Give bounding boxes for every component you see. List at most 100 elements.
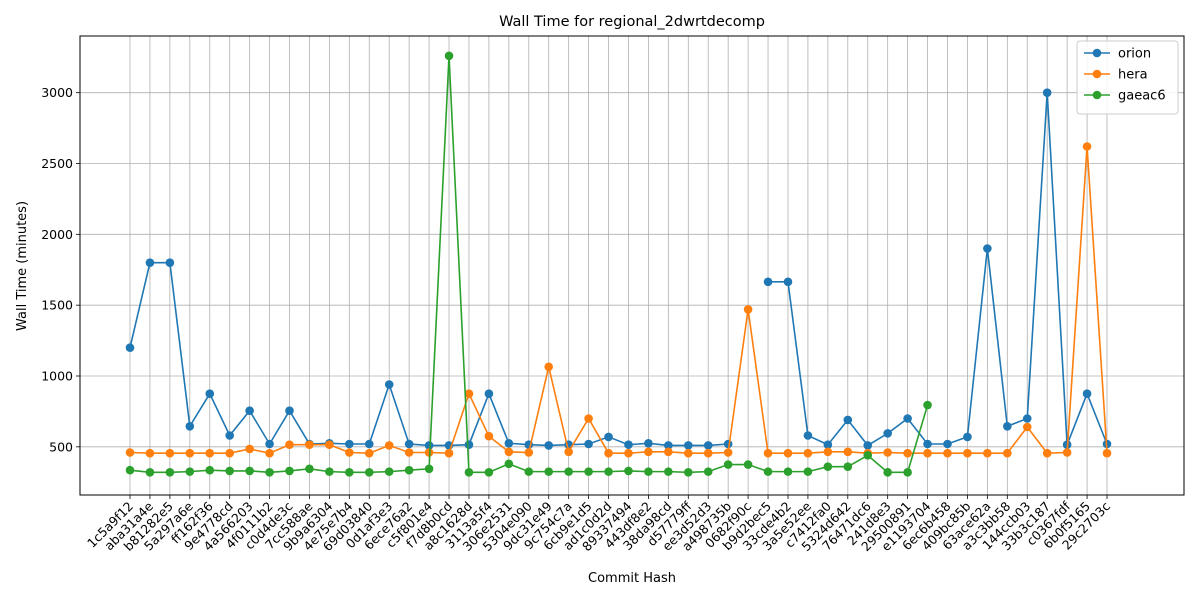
- data-point-hera: [783, 448, 793, 458]
- grid-lines: [80, 36, 1184, 495]
- series-gaeac6: [125, 51, 932, 477]
- data-point-hera: [404, 448, 414, 457]
- data-point-gaeac6: [305, 464, 314, 474]
- data-point-gaeac6: [145, 468, 155, 477]
- data-point-hera: [225, 448, 234, 458]
- data-point-hera: [285, 440, 294, 450]
- data-point-hera: [943, 448, 952, 458]
- data-point-gaeac6: [584, 467, 593, 476]
- data-point-gaeac6: [823, 462, 833, 471]
- data-point-orion: [584, 439, 593, 449]
- data-point-hera: [723, 448, 733, 457]
- data-point-orion: [504, 438, 514, 448]
- data-point-orion: [165, 258, 175, 267]
- data-point-hera: [683, 448, 693, 458]
- legend-label: hera: [1118, 68, 1148, 83]
- data-point-hera: [364, 448, 374, 458]
- legend: orion hera gaeac6: [1076, 40, 1179, 115]
- data-point-hera: [1062, 448, 1072, 457]
- data-point-hera: [205, 448, 215, 458]
- data-point-hera: [1003, 448, 1012, 458]
- data-point-gaeac6: [604, 467, 613, 476]
- data-point-orion: [943, 439, 952, 449]
- data-point-orion: [125, 343, 135, 352]
- data-point-gaeac6: [225, 466, 234, 476]
- data-point-orion: [923, 439, 932, 449]
- legend-marker: [1092, 69, 1102, 79]
- data-point-orion: [604, 432, 613, 442]
- data-point-gaeac6: [763, 467, 773, 476]
- x-axis-label: Commit Hash: [588, 571, 676, 586]
- data-point-orion: [424, 441, 434, 450]
- data-point-orion: [544, 441, 554, 450]
- data-point-gaeac6: [843, 462, 853, 471]
- data-point-orion: [963, 432, 972, 442]
- data-point-hera: [245, 444, 254, 454]
- data-point-hera: [644, 447, 653, 457]
- y-tick-label: 2500: [41, 156, 73, 171]
- legend-marker: [1092, 90, 1102, 100]
- data-point-hera: [843, 447, 853, 457]
- data-point-gaeac6: [245, 466, 254, 476]
- data-point-hera: [1042, 448, 1052, 458]
- data-point-gaeac6: [883, 468, 892, 477]
- data-point-orion: [364, 439, 374, 449]
- data-point-hera: [145, 448, 155, 458]
- data-point-orion: [863, 441, 873, 450]
- data-point-hera: [384, 441, 394, 450]
- y-axis-ticks: 500 1000 1500 2000 2500 3000: [41, 85, 80, 454]
- legend-label: orion: [1118, 47, 1151, 62]
- data-point-orion: [1003, 421, 1012, 431]
- data-point-orion: [265, 439, 274, 449]
- data-point-orion: [1022, 414, 1032, 423]
- data-point-hera: [185, 448, 195, 458]
- data-point-orion: [644, 438, 653, 448]
- data-point-hera: [265, 448, 274, 458]
- data-point-gaeac6: [125, 465, 135, 475]
- data-point-hera: [903, 448, 912, 458]
- data-point-hera: [484, 431, 494, 441]
- y-tick-label: 1000: [41, 369, 73, 384]
- data-point-gaeac6: [364, 468, 374, 477]
- data-point-orion: [783, 277, 793, 287]
- data-point-orion: [903, 414, 912, 423]
- data-point-gaeac6: [444, 51, 454, 61]
- data-point-gaeac6: [703, 467, 713, 476]
- data-point-orion: [225, 431, 234, 440]
- data-point-orion: [1042, 88, 1052, 97]
- data-point-hera: [624, 448, 633, 458]
- y-tick-label: 500: [49, 439, 73, 454]
- data-point-hera: [345, 448, 354, 457]
- data-point-hera: [604, 448, 613, 458]
- data-point-gaeac6: [205, 465, 215, 475]
- data-point-orion: [624, 440, 633, 450]
- data-point-orion: [763, 277, 773, 287]
- data-point-gaeac6: [404, 465, 414, 475]
- data-point-orion: [464, 440, 474, 450]
- chart-title: Wall Time for regional_2dwrtdecomp: [499, 14, 765, 30]
- data-point-orion: [484, 389, 494, 399]
- data-point-gaeac6: [464, 468, 474, 477]
- data-point-gaeac6: [524, 467, 534, 476]
- data-point-gaeac6: [285, 466, 294, 476]
- y-axis-label: Wall Time (minutes): [15, 201, 30, 331]
- data-point-orion: [823, 440, 833, 450]
- data-point-orion: [664, 441, 673, 450]
- data-point-hera: [1082, 142, 1092, 151]
- data-point-orion: [703, 441, 713, 450]
- data-point-hera: [524, 448, 534, 457]
- data-point-gaeac6: [504, 459, 514, 469]
- data-point-gaeac6: [783, 467, 793, 476]
- data-point-hera: [1022, 422, 1032, 432]
- data-point-hera: [703, 448, 713, 458]
- data-point-gaeac6: [265, 468, 274, 477]
- data-point-gaeac6: [863, 451, 873, 460]
- data-point-orion: [384, 380, 394, 389]
- data-point-gaeac6: [664, 467, 673, 476]
- y-tick-label: 3000: [41, 85, 73, 100]
- data-point-hera: [923, 448, 932, 458]
- legend-label: gaeac6: [1118, 89, 1166, 104]
- data-point-hera: [444, 448, 454, 458]
- series-layer: [125, 51, 1112, 477]
